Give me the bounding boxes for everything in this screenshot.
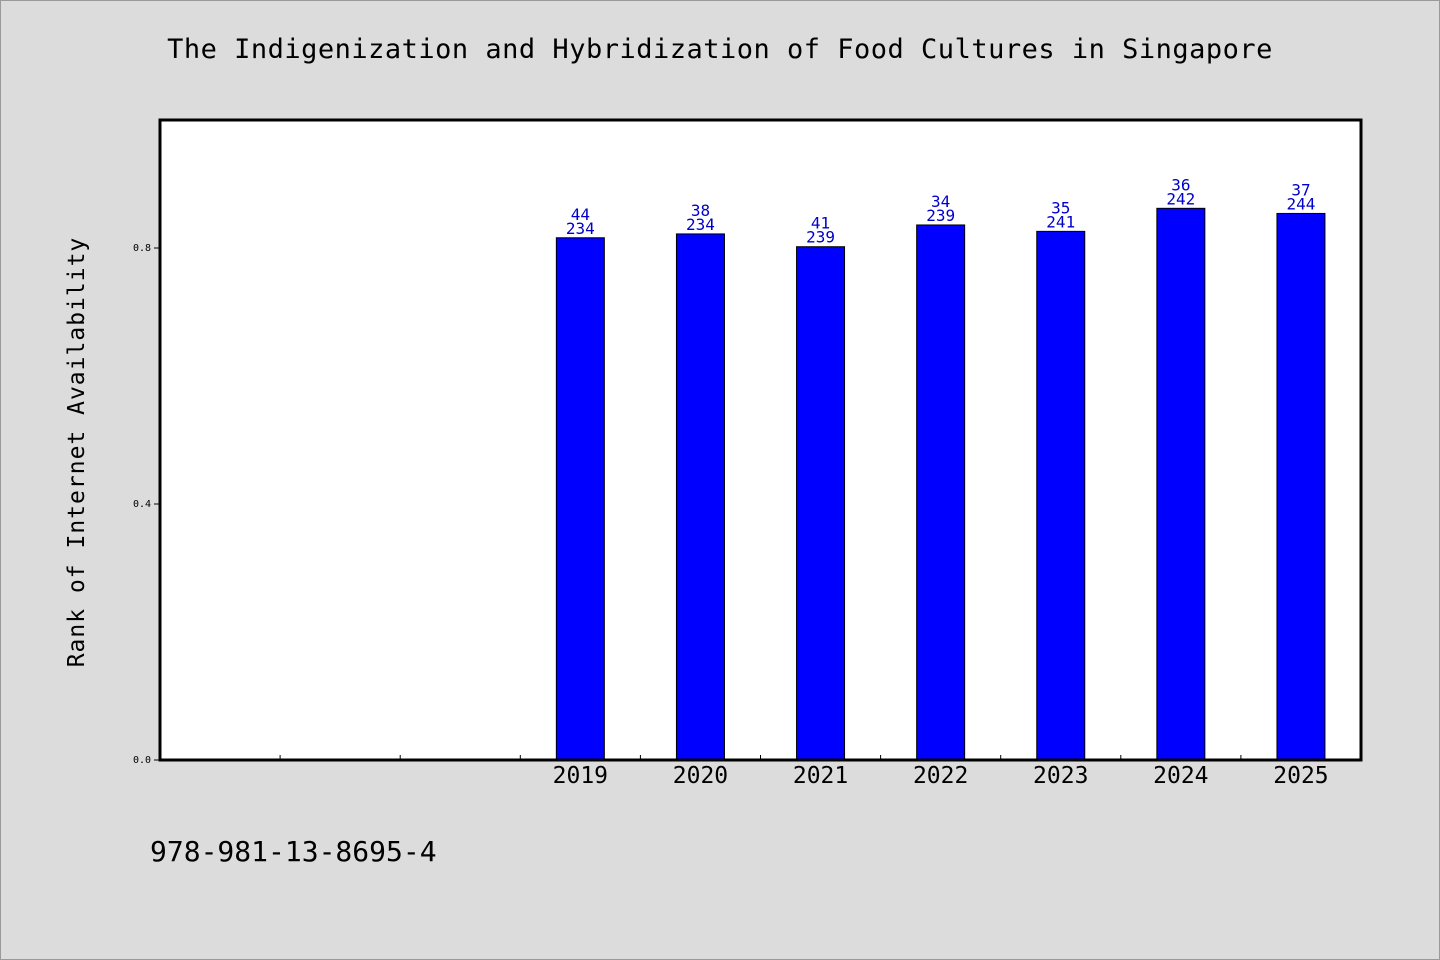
bar-label-bottom-2020: 234 xyxy=(686,215,715,234)
bar-label-top-2024: 36 xyxy=(1171,175,1190,194)
bar-label-top-2025: 37 xyxy=(1291,180,1310,199)
bar-label-top-2019: 44 xyxy=(571,205,590,224)
isbn-text: 978-981-13-8695-4 xyxy=(150,835,437,868)
y-tick-label: 0.0 xyxy=(133,755,151,766)
bar-2025 xyxy=(1276,212,1326,761)
bar-label-top-2023: 35 xyxy=(1051,198,1070,217)
bar-label-bottom-2025: 244 xyxy=(1286,194,1315,213)
bar-label-bottom-2022: 239 xyxy=(926,206,955,225)
bar-label-bottom-2024: 242 xyxy=(1166,189,1195,208)
y-tick-label: 0.4 xyxy=(133,499,151,510)
bar-label-bottom-2021: 239 xyxy=(806,228,835,247)
bar-2023 xyxy=(1036,230,1086,761)
bar-2019 xyxy=(555,237,605,761)
chart-title: The Indigenization and Hybridization of … xyxy=(167,34,1273,65)
bar-label-bottom-2019: 234 xyxy=(566,219,595,238)
bar-2020 xyxy=(675,233,725,761)
bar-label-top-2020: 38 xyxy=(691,201,710,220)
plot-border xyxy=(158,118,1363,762)
bar-2024 xyxy=(1156,207,1206,761)
bar-2022 xyxy=(916,224,966,761)
x-tick-label-2021: 2021 xyxy=(793,763,848,789)
x-tick-label-2023: 2023 xyxy=(1033,763,1088,789)
x-tick-label-2020: 2020 xyxy=(673,763,728,789)
bar-label-top-2021: 41 xyxy=(811,214,830,233)
x-tick-label-2019: 2019 xyxy=(553,763,608,789)
bar-label-top-2022: 34 xyxy=(931,192,950,211)
bar-label-bottom-2023: 241 xyxy=(1046,212,1075,231)
x-tick-label-2022: 2022 xyxy=(913,763,968,789)
x-tick-label-2024: 2024 xyxy=(1153,763,1208,789)
bar-2021 xyxy=(796,246,846,761)
x-tick-label-2025: 2025 xyxy=(1273,763,1328,789)
y-tick-label: 0.8 xyxy=(133,243,151,254)
